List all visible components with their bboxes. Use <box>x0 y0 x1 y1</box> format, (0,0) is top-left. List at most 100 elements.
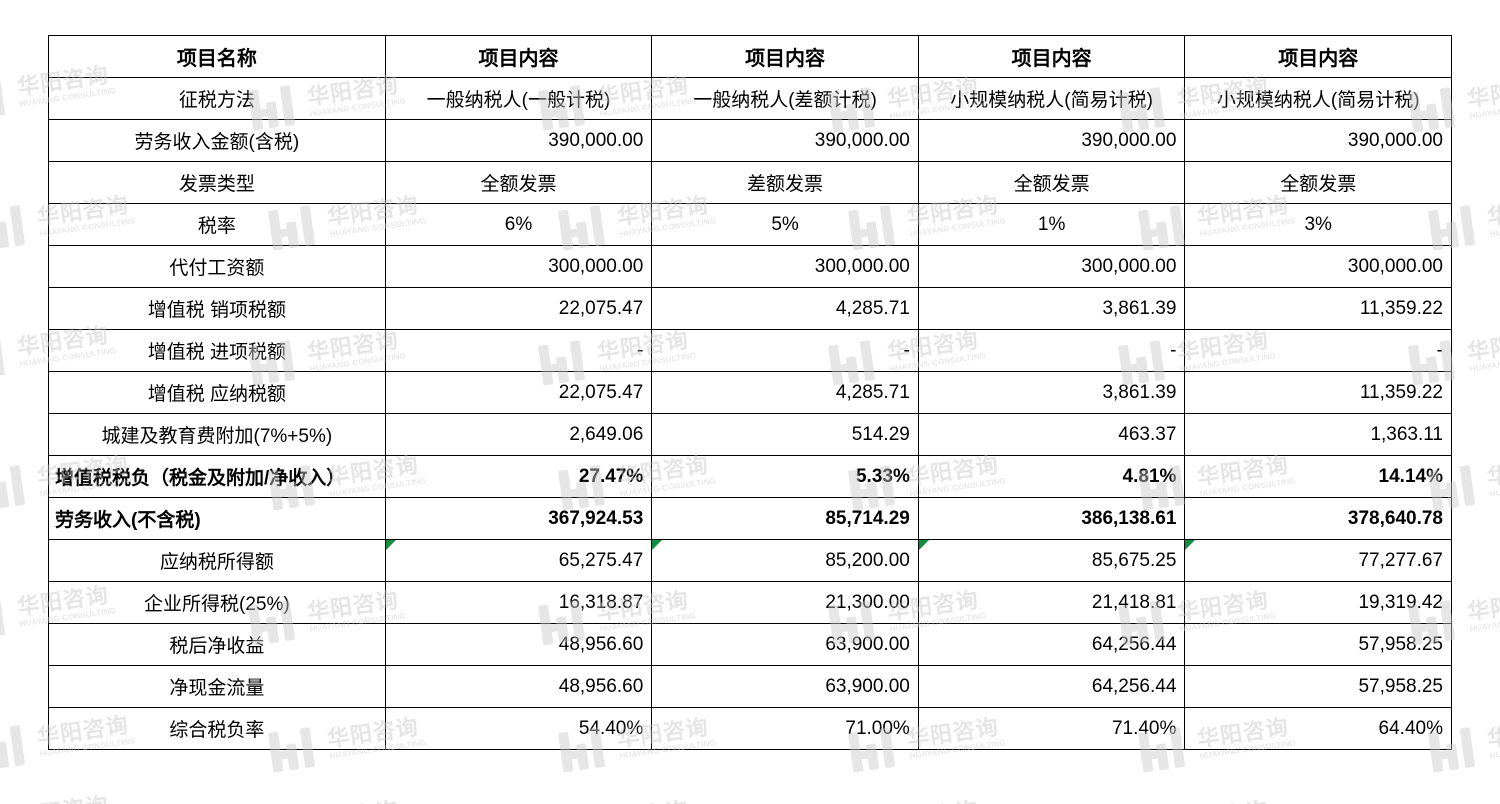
watermark-cn: 华阳咨询 <box>596 798 695 804</box>
row-label: 综合税负率 <box>49 708 386 750</box>
cell-value: 6% <box>385 204 652 246</box>
table-row: 增值税 销项税额22,075.474,285.713,861.3911,359.… <box>49 288 1452 330</box>
watermark-text: 华阳咨询HUAYANG CONSULTING <box>596 798 697 804</box>
cell-value: 378,640.78 <box>1185 498 1452 540</box>
watermark-en: HUAYANG CONSULTING <box>1489 739 1500 760</box>
table-row: 劳务收入金额(含税)390,000.00390,000.00390,000.00… <box>49 120 1452 162</box>
row-label: 应纳税所得额 <box>49 540 386 582</box>
col-header-content: 项目内容 <box>652 36 919 78</box>
cell-value: 65,275.47 <box>385 540 652 582</box>
table-row: 应纳税所得额65,275.4785,200.0085,675.2577,277.… <box>49 540 1452 582</box>
cell-value: 390,000.00 <box>918 120 1185 162</box>
watermark-en: HUAYANG CONSULTING <box>1489 217 1500 238</box>
watermark: 华阳咨询HUAYANG CONSULTING <box>828 794 987 804</box>
watermark-cn: 华阳咨询 <box>1486 453 1500 488</box>
table-row: 代付工资额300,000.00300,000.00300,000.00300,0… <box>49 246 1452 288</box>
table-row: 征税方法一般纳税人(一般计税)一般纳税人(差额计税)小规模纳税人(简易计税)小规… <box>49 78 1452 120</box>
cell-value: 全额发票 <box>1185 162 1452 204</box>
watermark-cn: 华阳咨询 <box>1176 798 1275 804</box>
cell-value: 全额发票 <box>385 162 652 204</box>
table-header-row: 项目名称项目内容项目内容项目内容项目内容 <box>49 36 1452 78</box>
table-row: 劳务收入(不含税)367,924.5385,714.29386,138.6137… <box>49 498 1452 540</box>
watermark-text: 华阳咨询HUAYANG CONSULTING <box>1486 193 1500 238</box>
cell-value: 11,359.22 <box>1185 288 1452 330</box>
watermark-text: 华阳咨询HUAYANG CONSULTING <box>16 793 117 804</box>
cell-value: - <box>918 330 1185 372</box>
table-row: 税率6%5%1%3% <box>49 204 1452 246</box>
cell-value: 21,418.81 <box>918 582 1185 624</box>
cell-value: 390,000.00 <box>385 120 652 162</box>
watermark-cn: 华阳咨询 <box>1466 75 1500 110</box>
cell-value: 64.40% <box>1185 708 1452 750</box>
row-label: 净现金流量 <box>49 666 386 708</box>
watermark-text: 华阳咨询HUAYANG CONSULTING <box>1486 453 1500 498</box>
cell-value: - <box>652 330 919 372</box>
table-row: 发票类型全额发票差额发票全额发票全额发票 <box>49 162 1452 204</box>
watermark-logo-icon <box>0 204 35 251</box>
col-header-content: 项目内容 <box>1185 36 1452 78</box>
cell-value: 71.40% <box>918 708 1185 750</box>
row-label: 增值税 进项税额 <box>49 330 386 372</box>
watermark-text: 华阳咨询HUAYANG CONSULTING <box>1176 798 1277 804</box>
watermark-logo-icon <box>0 74 15 121</box>
cell-value: 463.37 <box>918 414 1185 456</box>
cell-value: 3,861.39 <box>918 288 1185 330</box>
cell-value: 4.81% <box>918 456 1185 498</box>
cell-value: 小规模纳税人(简易计税) <box>1185 78 1452 120</box>
cell-value: 全额发票 <box>918 162 1185 204</box>
cell-value: 差额发票 <box>652 162 919 204</box>
cell-value: 390,000.00 <box>652 120 919 162</box>
cell-value: 54.40% <box>385 708 652 750</box>
row-label: 代付工资额 <box>49 246 386 288</box>
cell-value: 48,956.60 <box>385 666 652 708</box>
col-header-content: 项目内容 <box>918 36 1185 78</box>
watermark-en: HUAYANG CONSULTING <box>1469 612 1500 633</box>
watermark-logo-icon <box>0 334 15 381</box>
watermark-text: 华阳咨询HUAYANG CONSULTING <box>1466 75 1500 120</box>
cell-value: 390,000.00 <box>1185 120 1452 162</box>
cell-value: 85,714.29 <box>652 498 919 540</box>
row-label: 增值税 销项税额 <box>49 288 386 330</box>
cell-value: 3% <box>1185 204 1452 246</box>
cell-value: - <box>1185 330 1452 372</box>
page: 华阳咨询HUAYANG CONSULTING华阳咨询HUAYANG CONSUL… <box>0 0 1500 804</box>
watermark-cn: 华阳咨询 <box>16 793 115 804</box>
cell-value: 71.00% <box>652 708 919 750</box>
cell-value: 64,256.44 <box>918 666 1185 708</box>
cell-value: 300,000.00 <box>918 246 1185 288</box>
cell-value: 367,924.53 <box>385 498 652 540</box>
cell-value: 一般纳税人(一般计税) <box>385 78 652 120</box>
cell-value: 1,363.11 <box>1185 414 1452 456</box>
row-label: 增值税 应纳税额 <box>49 372 386 414</box>
cell-value: 21,300.00 <box>652 582 919 624</box>
cell-value: 5% <box>652 204 919 246</box>
cell-value: 300,000.00 <box>652 246 919 288</box>
watermark-cn: 华阳咨询 <box>1466 798 1500 804</box>
cell-value: 27.47% <box>385 456 652 498</box>
row-label: 城建及教育费附加(7%+5%) <box>49 414 386 456</box>
cell-value: 48,956.60 <box>385 624 652 666</box>
table-row: 净现金流量48,956.6063,900.0064,256.4457,958.2… <box>49 666 1452 708</box>
cell-value: 300,000.00 <box>1185 246 1452 288</box>
table-row: 增值税 应纳税额22,075.474,285.713,861.3911,359.… <box>49 372 1452 414</box>
row-label: 企业所得税(25%) <box>49 582 386 624</box>
watermark-text: 华阳咨询HUAYANG CONSULTING <box>886 798 987 804</box>
cell-value: 77,277.67 <box>1185 540 1452 582</box>
row-label: 增值税税负（税金及附加/净收入） <box>49 456 386 498</box>
watermark-cn: 华阳咨询 <box>306 798 405 804</box>
cell-value: 85,675.25 <box>918 540 1185 582</box>
watermark-cn: 华阳咨询 <box>1466 328 1500 363</box>
cell-value: 64,256.44 <box>918 624 1185 666</box>
table-body: 征税方法一般纳税人(一般计税)一般纳税人(差额计税)小规模纳税人(简易计税)小规… <box>49 78 1452 750</box>
table-row: 税后净收益48,956.6063,900.0064,256.4457,958.2… <box>49 624 1452 666</box>
watermark-text: 华阳咨询HUAYANG CONSULTING <box>1466 588 1500 633</box>
cell-value: 11,359.22 <box>1185 372 1452 414</box>
watermark-cn: 华阳咨询 <box>886 798 985 804</box>
watermark-text: 华阳咨询HUAYANG CONSULTING <box>1486 715 1500 760</box>
cell-value: - <box>385 330 652 372</box>
table-row: 企业所得税(25%)16,318.8721,300.0021,418.8119,… <box>49 582 1452 624</box>
cell-value: 5.33% <box>652 456 919 498</box>
cell-value: 63,900.00 <box>652 666 919 708</box>
watermark: 华阳咨询HUAYANG CONSULTING <box>0 789 117 804</box>
watermark-logo-icon <box>0 724 35 771</box>
